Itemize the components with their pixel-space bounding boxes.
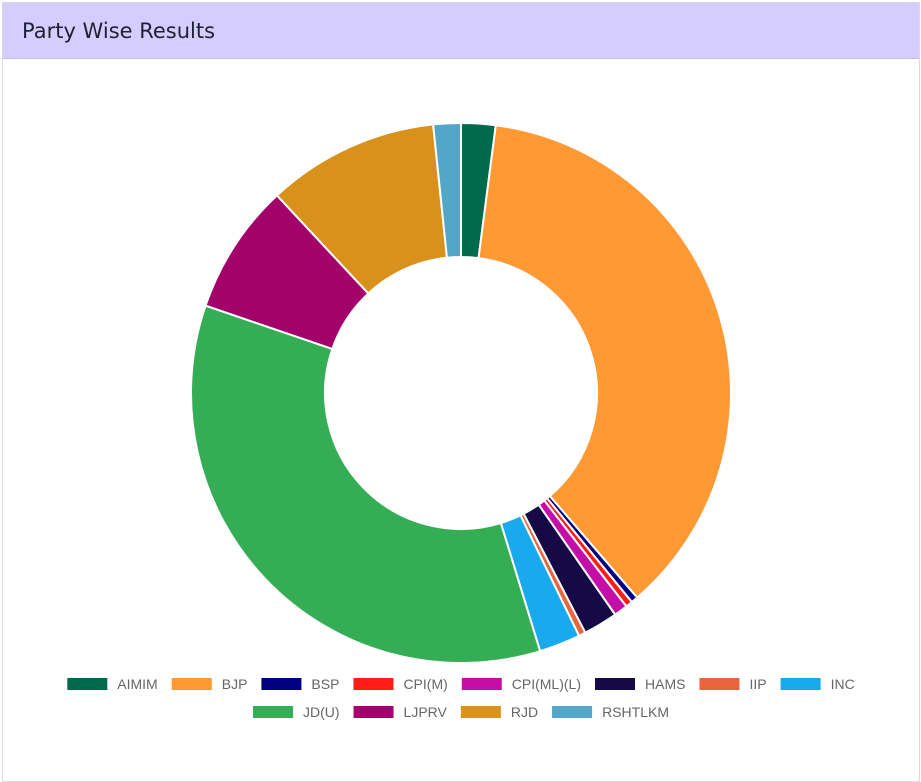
legend-swatch bbox=[699, 678, 740, 690]
chart-slices bbox=[190, 121, 732, 664]
legend-swatch bbox=[460, 706, 501, 718]
legend-label: CPI(ML)(L) bbox=[512, 676, 581, 692]
legend-label: AIMIM bbox=[117, 676, 157, 692]
legend-swatch bbox=[67, 678, 108, 690]
slice-rshtlkm[interactable] bbox=[432, 121, 462, 259]
legend-item-bjp[interactable]: BJP bbox=[171, 676, 248, 692]
legend-label: LJPRV bbox=[404, 704, 448, 720]
legend-label: INC bbox=[831, 676, 855, 692]
legend-item-ljprv[interactable]: LJPRV bbox=[353, 704, 448, 720]
legend-label: BSP bbox=[311, 676, 339, 692]
legend-item-rshtlkm[interactable]: RSHTLKM bbox=[552, 704, 669, 720]
legend-item-cpi-m[interactable]: CPI(M) bbox=[353, 676, 448, 692]
legend-item-bsp[interactable]: BSP bbox=[261, 676, 339, 692]
legend-swatch bbox=[353, 678, 394, 690]
legend-swatch bbox=[552, 706, 593, 718]
legend-swatch bbox=[252, 706, 293, 718]
slice-jd-u[interactable] bbox=[190, 304, 542, 664]
legend-label: IIP bbox=[749, 676, 766, 692]
legend-label: JD(U) bbox=[303, 704, 340, 720]
legend-swatch bbox=[353, 706, 394, 718]
legend-item-inc[interactable]: INC bbox=[780, 676, 855, 692]
legend-swatch bbox=[261, 678, 302, 690]
legend-swatch bbox=[171, 678, 212, 690]
legend-label: HAMS bbox=[645, 676, 685, 692]
card-title: Party Wise Results bbox=[22, 18, 216, 43]
legend-item-jd-u[interactable]: JD(U) bbox=[252, 704, 340, 720]
legend-swatch bbox=[780, 678, 821, 690]
legend-item-hams[interactable]: HAMS bbox=[595, 676, 685, 692]
legend-label: RJD bbox=[511, 704, 538, 720]
legend-item-rjd[interactable]: RJD bbox=[460, 704, 538, 720]
legend-label: RSHTLKM bbox=[602, 704, 669, 720]
legend-label: BJP bbox=[222, 676, 248, 692]
legend-item-iip[interactable]: IIP bbox=[699, 676, 767, 692]
slice-bjp[interactable] bbox=[477, 124, 732, 599]
card-header: Party Wise Results bbox=[3, 3, 919, 59]
legend-item-cpi-ml-l[interactable]: CPI(ML)(L) bbox=[461, 676, 581, 692]
legend-swatch bbox=[595, 678, 636, 690]
chart-legend: AIMIM BJP BSP CPI(M) CPI(ML)(L) HAMS IIP INC JD(… bbox=[67, 676, 855, 720]
legend-item-aimim[interactable]: AIMIM bbox=[67, 676, 158, 692]
legend-swatch bbox=[461, 678, 502, 690]
legend-label: CPI(M) bbox=[403, 676, 447, 692]
